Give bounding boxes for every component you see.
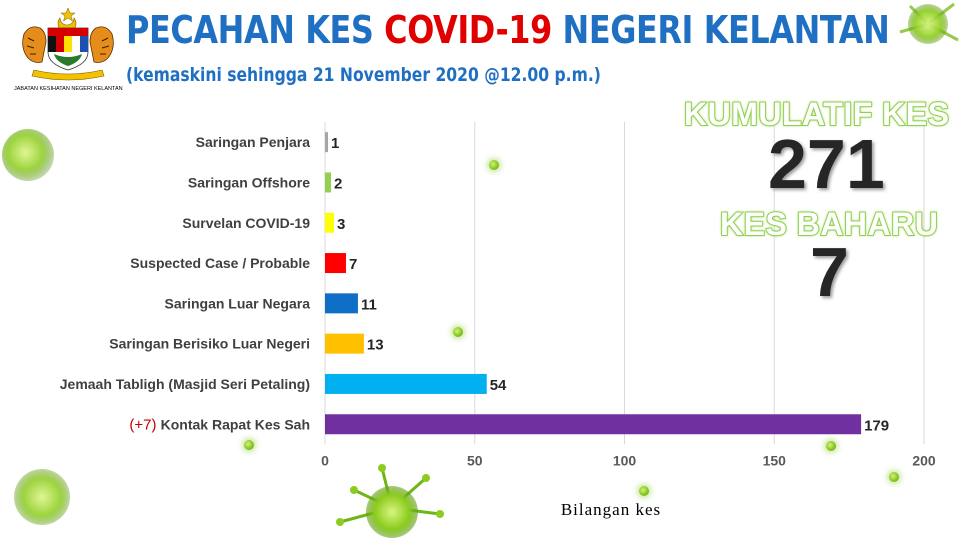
title-part-2: COVID-19 [384, 8, 552, 52]
bar [325, 414, 862, 435]
virus-dot-icon [826, 441, 836, 451]
cumulative-label: KUMULATIF KES [683, 95, 950, 133]
data-label: 13 [367, 337, 384, 354]
data-label: 54 [490, 377, 507, 394]
new-cases-label: KES BAHARU [719, 205, 939, 243]
coat-of-arms-icon [22, 7, 114, 81]
data-label: 179 [864, 417, 889, 434]
category-prefix: (+7) [129, 416, 160, 433]
category-name: Saringan Luar Negara [165, 295, 311, 311]
category-label: Jemaah Tabligh (Masjid Seri Petaling) [60, 376, 310, 392]
new-cases-value: 7 [810, 233, 849, 311]
logo-caption: JABATAN KESIHATAN NEGERI KELANTAN [14, 86, 123, 92]
x-tick-label: 0 [321, 452, 329, 468]
jkn-kelantan-logo: JABATAN KESIHATAN NEGERI KELANTAN [14, 6, 123, 94]
category-label: (+7) Kontak Rapat Kes Sah [129, 416, 310, 433]
data-label: 1 [331, 135, 339, 152]
cumulative-value: 271 [768, 125, 885, 203]
virus-dot-icon [244, 440, 254, 450]
bar [325, 132, 328, 153]
update-subtitle: (kemaskini sehingga 21 November 2020 @12… [126, 64, 601, 86]
x-tick-label: 200 [912, 452, 936, 468]
category-name: Suspected Case / Probable [130, 255, 310, 271]
category-label: Survelan COVID-19 [182, 215, 310, 231]
x-tick-label: 100 [613, 452, 637, 468]
data-label: 3 [337, 216, 345, 233]
bar [325, 373, 487, 394]
category-label: Saringan Offshore [188, 174, 310, 190]
title-part-3: NEGERI KELANTAN [551, 8, 890, 52]
x-tick-label: 150 [763, 452, 787, 468]
data-label: 11 [361, 296, 377, 313]
x-tick-label: 50 [467, 452, 483, 468]
page-title: PECAHAN KES COVID-19 NEGERI KELANTAN [126, 8, 890, 52]
virus-dot-icon [889, 472, 899, 482]
bar [325, 212, 334, 233]
category-name: Saringan Offshore [188, 174, 310, 190]
category-name: Survelan COVID-19 [182, 215, 310, 231]
category-name: Saringan Berisiko Luar Negeri [109, 336, 310, 352]
data-label: 7 [349, 256, 357, 273]
virus-dot-icon [489, 160, 499, 170]
bar [325, 333, 364, 354]
virus-dot-icon [453, 327, 463, 337]
category-label: Saringan Penjara [196, 134, 311, 150]
category-name: Kontak Rapat Kes Sah [161, 416, 310, 432]
title-part-1: PECAHAN KES [126, 8, 385, 52]
virus-dot-icon [639, 486, 649, 496]
category-label: Saringan Berisiko Luar Negeri [109, 336, 310, 352]
bar [325, 172, 331, 193]
bar [325, 253, 346, 274]
category-name: Saringan Penjara [196, 134, 311, 150]
category-label: Suspected Case / Probable [130, 255, 310, 271]
category-label: Saringan Luar Negara [165, 295, 311, 311]
category-name: Jemaah Tabligh (Masjid Seri Petaling) [60, 376, 310, 392]
data-label: 2 [334, 175, 342, 192]
bar [325, 293, 358, 314]
x-axis-title: Bilangan kes [561, 500, 661, 519]
